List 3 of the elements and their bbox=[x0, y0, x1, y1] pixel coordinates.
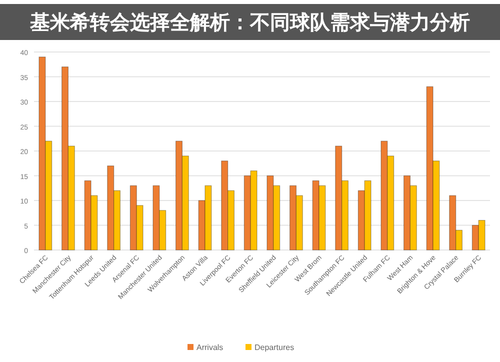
legend-label: Arrivals bbox=[196, 343, 224, 352]
legend-label: Departures bbox=[254, 343, 294, 352]
chart-title: 基米希转会选择全解析：不同球队需求与潜力分析 bbox=[29, 11, 470, 34]
